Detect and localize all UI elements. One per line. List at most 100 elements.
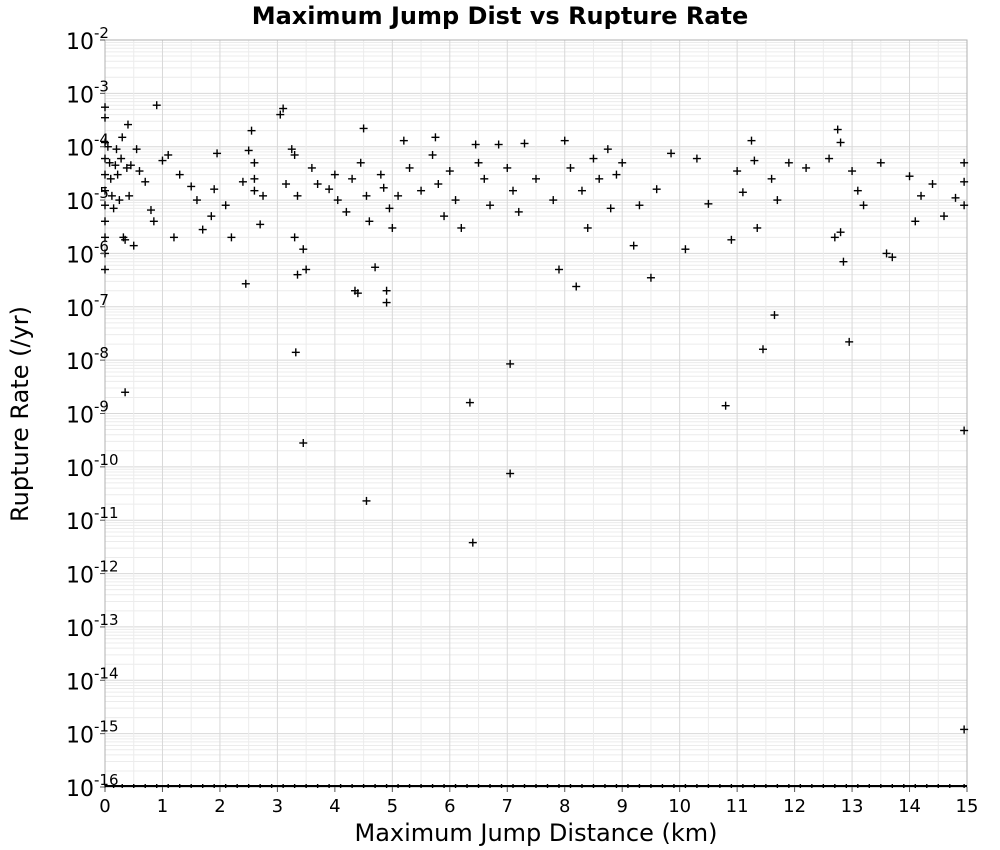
data-point — [905, 172, 914, 181]
x-tick-label: 9 — [616, 796, 627, 817]
data-point — [101, 138, 109, 147]
data-point — [506, 359, 515, 368]
x-tick-label: 11 — [726, 796, 749, 817]
data-point — [577, 186, 586, 195]
data-point — [845, 337, 854, 346]
data-point — [101, 154, 109, 163]
y-tick-label: 10-15 — [66, 718, 119, 749]
data-point — [802, 163, 811, 172]
data-point — [606, 204, 615, 213]
data-point — [503, 163, 512, 172]
data-point — [960, 725, 969, 734]
data-point — [325, 185, 334, 194]
data-point — [109, 204, 118, 213]
data-point — [457, 223, 466, 232]
data-point — [394, 191, 403, 200]
data-point — [362, 191, 371, 200]
data-point — [103, 142, 112, 151]
data-point — [911, 217, 920, 226]
data-point — [291, 348, 300, 357]
data-point — [839, 257, 848, 266]
data-point — [241, 279, 250, 288]
data-point — [836, 138, 845, 147]
data-point — [882, 249, 891, 258]
data-point — [652, 185, 661, 194]
data-point — [770, 311, 779, 320]
data-point — [618, 158, 627, 167]
data-point — [940, 212, 949, 221]
data-point — [256, 220, 265, 229]
data-point — [348, 174, 357, 183]
y-tick-label: 10-14 — [66, 664, 119, 695]
data-point — [238, 177, 247, 186]
data-point — [888, 253, 897, 262]
data-point — [629, 241, 638, 250]
data-point — [106, 174, 115, 183]
y-axis-label: Rupture Rate (/yr) — [6, 306, 34, 522]
data-point — [105, 158, 114, 167]
data-point — [125, 191, 134, 200]
data-point — [451, 196, 460, 205]
grid — [104, 40, 968, 788]
data-point — [753, 223, 762, 232]
data-point — [152, 101, 161, 110]
data-point — [129, 241, 138, 250]
data-point — [112, 145, 121, 154]
data-point — [494, 140, 503, 149]
data-point — [667, 149, 676, 158]
data-point — [207, 212, 216, 221]
data-point — [302, 265, 311, 274]
data-point — [836, 228, 845, 237]
data-point — [960, 158, 969, 167]
data-point — [149, 217, 158, 226]
data-point — [290, 150, 299, 159]
data-point — [399, 136, 408, 145]
data-point — [758, 345, 767, 354]
data-point — [175, 170, 184, 179]
data-point — [520, 139, 529, 148]
data-point — [876, 158, 885, 167]
data-point — [221, 201, 230, 210]
data-point — [330, 170, 339, 179]
data-point — [169, 233, 178, 242]
data-point — [603, 145, 612, 154]
data-point — [121, 388, 130, 397]
data-point — [480, 174, 489, 183]
data-point — [356, 158, 365, 167]
data-point — [250, 174, 259, 183]
data-point — [583, 223, 592, 232]
data-point — [486, 201, 495, 210]
y-tick-label: 10-2 — [66, 24, 109, 55]
y-tick-label: 10-13 — [66, 611, 119, 642]
x-tick-label: 3 — [272, 796, 283, 817]
x-tick-label: 0 — [99, 796, 110, 817]
x-tick-label: 5 — [387, 796, 398, 817]
data-point — [773, 196, 782, 205]
data-point — [428, 150, 437, 159]
data-point — [825, 154, 834, 163]
data-point — [244, 146, 253, 155]
data-point — [376, 170, 385, 179]
data-point — [960, 426, 969, 435]
data-point — [123, 120, 132, 129]
data-point — [750, 156, 759, 165]
data-point — [833, 125, 842, 134]
data-point — [767, 174, 776, 183]
data-point — [101, 170, 109, 179]
data-point — [417, 186, 426, 195]
y-tick-label: 10-6 — [66, 237, 109, 268]
data-point — [313, 180, 322, 189]
data-point — [210, 185, 219, 194]
data-point — [951, 193, 960, 202]
y-tick-label: 10-9 — [66, 398, 109, 429]
data-point — [187, 182, 196, 191]
data-point — [431, 133, 440, 142]
x-tick-label: 1 — [157, 796, 168, 817]
x-tick-label: 13 — [841, 796, 864, 817]
data-point — [960, 201, 969, 210]
data-point — [227, 233, 236, 242]
data-point — [560, 136, 569, 145]
data-point — [101, 103, 109, 112]
data-point — [514, 207, 523, 216]
data-point — [465, 398, 474, 407]
